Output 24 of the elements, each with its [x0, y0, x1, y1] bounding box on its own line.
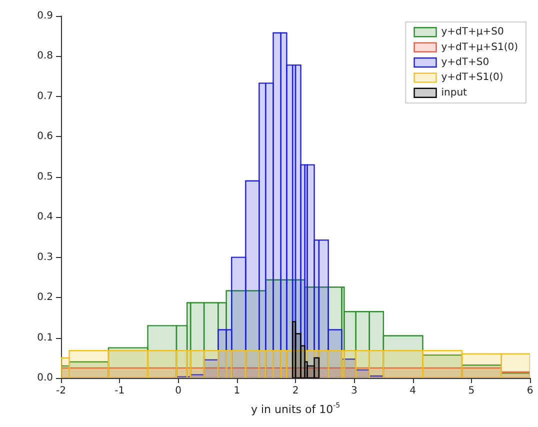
x-tick-label: 3 [350, 386, 358, 396]
y-tick-label: 0.3 [37, 252, 53, 263]
legend-label: input [441, 87, 468, 98]
y-tick-label: 0.6 [37, 131, 53, 142]
legend-label: y+dT+S0 [441, 57, 490, 68]
legend-label: y+dT+μ+S0 [441, 26, 504, 38]
x-tick-label: -1 [114, 386, 125, 396]
y-tick-label: 0.8 [37, 50, 53, 62]
x-tick-label: 6 [526, 386, 534, 396]
x-tick-label: 4 [410, 386, 416, 396]
legend-label: y+dT+S1(0) [441, 72, 504, 84]
y-tick-label: 0.4 [37, 212, 53, 223]
legend-label: y+dT+μ+S1(0) [441, 42, 518, 53]
y-tick-label: 0.2 [37, 292, 53, 304]
x-tick-label: 5 [468, 386, 475, 396]
x-tick-label: 0 [175, 386, 182, 396]
y-tick-label: 0.0 [37, 372, 53, 384]
y-tick-label: 0.9 [37, 10, 53, 22]
x-tick-label: -2 [56, 386, 66, 396]
x-tick-label: 1 [234, 386, 240, 396]
y-tick-label: 0.5 [37, 171, 53, 182]
x-tick-label: 2 [292, 386, 299, 396]
y-tick-label: 0.7 [37, 90, 53, 102]
y-tick-label: 0.1 [37, 332, 53, 344]
